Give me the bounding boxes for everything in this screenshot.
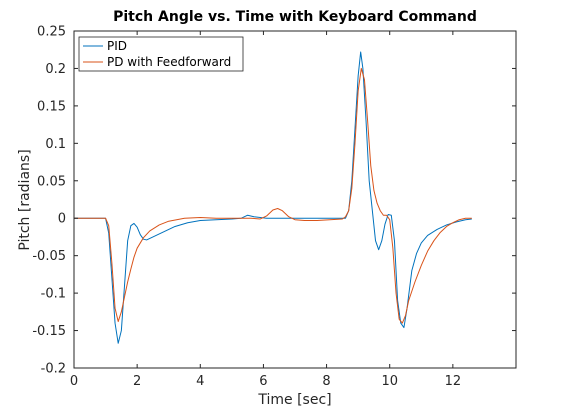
y-axis-label: Pitch [radians] bbox=[17, 149, 33, 250]
y-tick-label: -0.05 bbox=[32, 249, 66, 264]
x-tick-label: 8 bbox=[322, 374, 330, 389]
series-line-pd-feedforward bbox=[74, 67, 472, 324]
x-tick-label: 6 bbox=[259, 374, 267, 389]
y-tick-label: 0.2 bbox=[45, 62, 66, 77]
y-tick-label: -0.1 bbox=[41, 287, 66, 302]
y-tick-label: 0 bbox=[58, 212, 66, 227]
y-tick-label: 0.1 bbox=[45, 137, 66, 152]
x-axis-label: Time [sec] bbox=[257, 392, 331, 408]
y-tick-label: -0.15 bbox=[32, 324, 66, 339]
legend: PID PD with Feedforward bbox=[78, 36, 244, 72]
y-tick-label: 0.15 bbox=[37, 99, 66, 114]
y-axis: -0.2 -0.15 -0.1 -0.05 0 0.05 0.1 0.15 0.2 0.25 bbox=[32, 25, 516, 377]
legend-box bbox=[78, 36, 244, 72]
axes-box bbox=[73, 30, 517, 369]
x-tick-label: 4 bbox=[196, 374, 204, 389]
y-tick-label: 0.05 bbox=[37, 174, 66, 189]
series-layer bbox=[74, 51, 472, 344]
x-tick-label: 0 bbox=[70, 374, 78, 389]
y-tick-label: -0.2 bbox=[41, 362, 66, 377]
legend-label-pid: PID bbox=[107, 39, 127, 53]
plot-area bbox=[74, 31, 516, 368]
x-tick-label: 10 bbox=[381, 374, 398, 389]
y-tick-label: 0.25 bbox=[37, 25, 66, 40]
x-axis: 0 2 4 6 8 10 12 bbox=[70, 31, 461, 389]
x-tick-label: 2 bbox=[133, 374, 141, 389]
series-line-pid bbox=[74, 51, 472, 344]
x-tick-label: 12 bbox=[445, 374, 462, 389]
chart-title: Pitch Angle vs. Time with Keyboard Comma… bbox=[113, 9, 477, 25]
legend-label-pd-feedforward: PD with Feedforward bbox=[107, 55, 231, 69]
